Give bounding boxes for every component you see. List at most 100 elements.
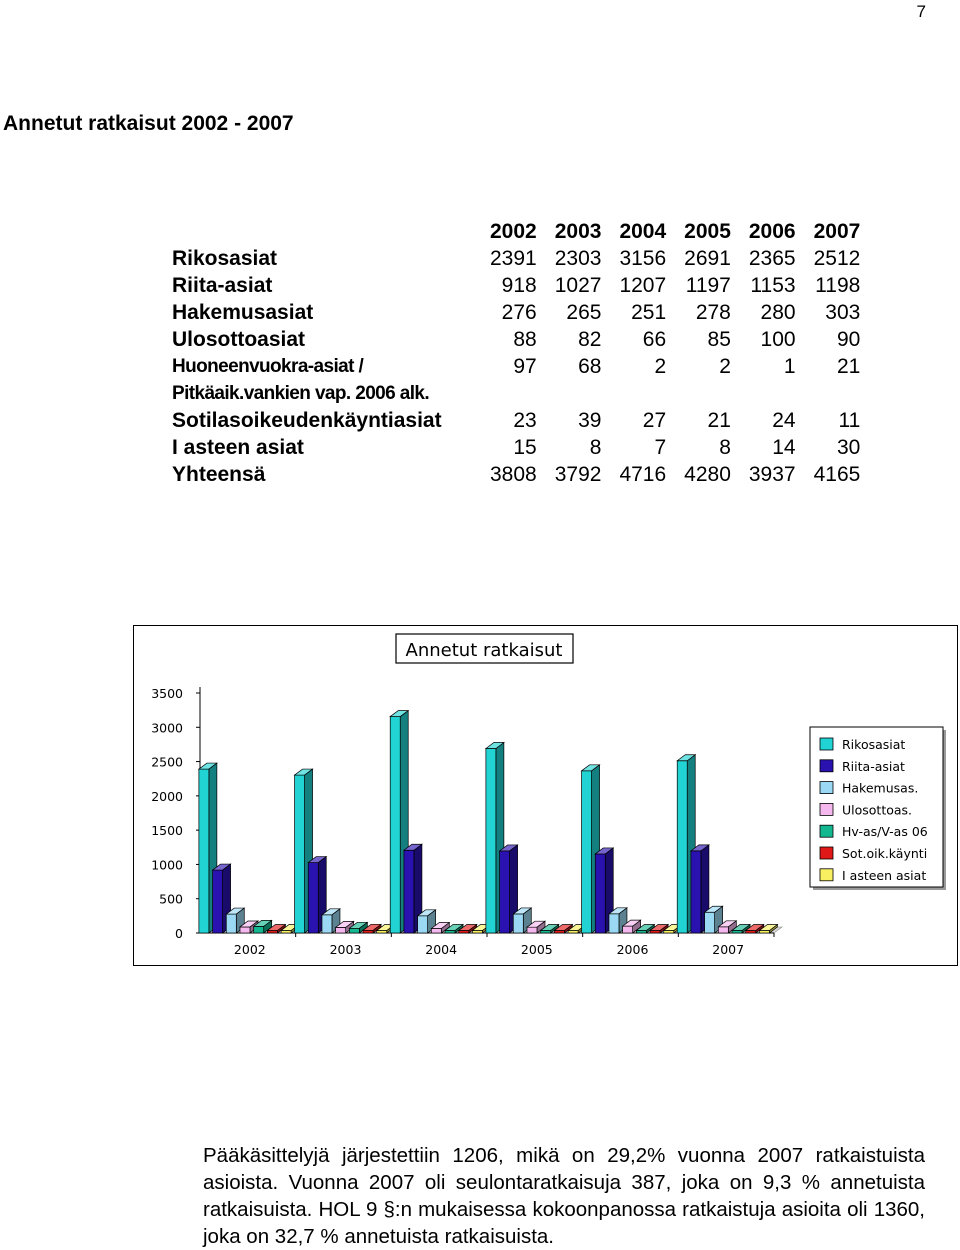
row-label-line: Pitkäaik.vankien vap. 2006 alk. xyxy=(172,383,430,404)
bar xyxy=(717,920,738,934)
bar xyxy=(648,923,670,934)
x-tick-label: 2003 xyxy=(330,942,362,957)
cell-value: 280 xyxy=(760,301,796,324)
legend-label: Riita-asiat xyxy=(842,759,905,774)
cell-value: 3937 xyxy=(748,463,796,486)
cell-value: 90 xyxy=(836,328,861,351)
cell-value: 3808 xyxy=(490,463,537,486)
bar xyxy=(362,923,383,934)
legend-label: Sot.oik.käynti xyxy=(842,846,927,861)
statistics-table: 2002 2003 2004 2005 2006 2007 Rikosasiat… xyxy=(168,218,860,488)
table-row: I asteen asiat 15 8 7 8 14 30 xyxy=(168,434,860,461)
year-header: 2007 xyxy=(813,220,861,243)
bar xyxy=(758,923,779,934)
x-tick-label: 2006 xyxy=(617,942,649,957)
bar-chart: Annetut ratkaisut 0 500 1000 1500 2000 2500 300… xyxy=(133,625,958,966)
cell-value: 265 xyxy=(566,301,602,324)
bar xyxy=(635,923,656,934)
legend-swatch xyxy=(819,824,834,838)
year-header: 2003 xyxy=(554,220,602,243)
cell-value: 68 xyxy=(578,355,602,378)
bar xyxy=(539,923,560,934)
table-row: Ulosottoasiat 88 82 66 85 100 90 xyxy=(168,326,860,353)
cell-value: 82 xyxy=(578,328,602,351)
cell-value: 1207 xyxy=(619,274,667,297)
cell-value: 2303 xyxy=(554,247,602,270)
row-label-line: Huoneenvuokra-asiat / xyxy=(172,356,364,377)
cell-value: 2 xyxy=(719,355,731,378)
y-tick-label: 500 xyxy=(159,892,183,907)
bar xyxy=(238,920,260,934)
cell-value: 3156 xyxy=(619,247,667,270)
legend-swatch xyxy=(819,759,834,773)
y-tick-label: 1500 xyxy=(151,823,183,838)
row-label: Riita-asiat xyxy=(172,274,273,297)
cell-value: 251 xyxy=(631,301,667,324)
cell-value: 100 xyxy=(760,328,796,351)
cell-value: 303 xyxy=(825,301,861,324)
cell-value: 85 xyxy=(707,328,731,351)
cell-value: 7 xyxy=(654,436,667,459)
cell-value: 3792 xyxy=(554,463,602,486)
cell-value: 97 xyxy=(513,355,537,378)
legend-label: I asteen asiat xyxy=(842,868,926,883)
bar xyxy=(430,921,451,934)
cell-value: 2691 xyxy=(684,247,731,270)
table-row: Hakemusasiat 276 265 251 278 280 303 xyxy=(168,299,860,326)
y-tick-label: 2000 xyxy=(151,789,183,804)
cell-value: 8 xyxy=(589,436,602,459)
cell-value: 11 xyxy=(838,409,861,432)
cell-value: 1 xyxy=(783,355,796,378)
table-row: Riita-asiat 918 1027 1207 1197 1153 1198 xyxy=(168,272,860,299)
x-tick-label: 2007 xyxy=(712,942,744,957)
legend-swatch xyxy=(819,737,834,751)
x-tick-label: 2002 xyxy=(234,942,266,957)
year-header: 2002 xyxy=(490,220,537,243)
x-tick-label: 2005 xyxy=(521,942,553,957)
cell-value: 1153 xyxy=(750,274,796,297)
table-row: Sotilasoikeudenkäyntiasiat 23 39 27 21 2… xyxy=(168,407,860,434)
table-corner xyxy=(168,218,472,245)
cell-value: 1197 xyxy=(685,274,731,297)
page-number: 7 xyxy=(916,2,926,21)
table-header-row: 2002 2003 2004 2005 2006 2007 xyxy=(168,218,860,245)
table-row: Huoneenvuokra-asiat / Pitkäaik.vankien v… xyxy=(168,353,860,407)
legend-label: Hakemusas. xyxy=(842,781,918,796)
bar xyxy=(252,919,273,934)
bar xyxy=(348,921,369,934)
legend-swatch xyxy=(819,846,834,860)
cell-value: 2 xyxy=(654,355,667,378)
table-row-total: Yhteensä 3808 3792 4716 4280 3937 4165 xyxy=(168,461,860,488)
bar xyxy=(498,844,519,934)
table-row: Rikosasiat 2391 2303 3156 2691 2365 2512 xyxy=(168,245,860,272)
cell-value: 276 xyxy=(501,301,537,324)
page-title: Annetut ratkaisut 2002 - 2007 xyxy=(3,112,294,135)
cell-value: 8 xyxy=(719,436,731,459)
cell-value: 39 xyxy=(578,409,602,432)
cell-value: 21 xyxy=(707,409,731,432)
row-label: Hakemusasiat xyxy=(172,301,314,324)
bar xyxy=(730,923,752,934)
legend-swatch xyxy=(819,802,834,816)
legend-swatch xyxy=(819,868,834,882)
year-header: 2005 xyxy=(684,220,731,243)
cell-value: 278 xyxy=(695,301,731,324)
cell-value: 1198 xyxy=(815,274,861,297)
cell-value: 30 xyxy=(836,436,861,459)
row-label: Ulosottoasiat xyxy=(172,328,306,351)
y-tick-label: 2500 xyxy=(151,755,183,770)
cell-value: 66 xyxy=(642,328,667,351)
row-label: Yhteensä xyxy=(172,463,266,486)
cell-value: 27 xyxy=(642,409,667,432)
x-tick-label: 2004 xyxy=(425,942,457,957)
cell-value: 15 xyxy=(513,436,537,459)
y-tick-label: 3500 xyxy=(151,686,183,701)
y-tick-label: 0 xyxy=(175,926,183,941)
row-label: I asteen asiat xyxy=(172,436,304,459)
chart-title: Annetut ratkaisut xyxy=(406,640,563,661)
row-label: Huoneenvuokra-asiat / Pitkäaik.vankien v… xyxy=(168,353,472,407)
legend-label: Rikosasiat xyxy=(842,737,905,752)
year-header: 2006 xyxy=(748,220,796,243)
row-label: Sotilasoikeudenkäyntiasiat xyxy=(172,409,442,432)
cell-value: 2365 xyxy=(748,247,796,270)
